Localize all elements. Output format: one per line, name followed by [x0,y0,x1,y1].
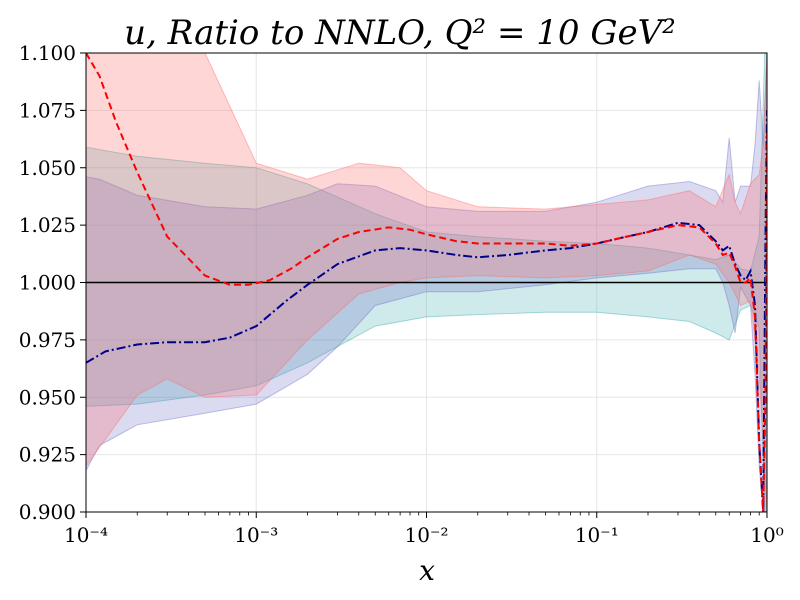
y-tick-label-6: 1.050 [19,156,76,180]
x-tick-label-1: 10⁻³ [234,523,278,547]
y-tick-label-8: 1.100 [19,41,76,65]
x-tick-label-2: 10⁻² [404,523,448,547]
x-tick-label-3: 10⁻¹ [575,523,619,547]
red-band [86,53,767,512]
x-axis-label: x [419,554,435,587]
title-prefix: u, Ratio to NNLO, [124,13,445,53]
x-axis-ticks: 10⁻⁴ 10⁻³ 10⁻² 10⁻¹ 10⁰ [64,512,784,547]
x-tick-label-0: 10⁻⁴ [64,523,108,547]
y-axis-ticks: 0.900 0.925 0.950 0.975 1.000 1.025 1.050 1.075… [19,41,86,524]
y-tick-label-0: 0.900 [19,500,76,524]
y-tick-label-4: 1.000 [19,271,76,295]
series-dashed-red [86,53,767,512]
y-tick-label-1: 0.925 [19,443,76,467]
y-tick-label-2: 0.950 [19,385,76,409]
y-tick-label-5: 1.025 [19,213,76,237]
chart-title: u, Ratio to NNLO, Q² = 10 GeV² [124,13,676,53]
series-dashdot-blue [86,110,767,512]
y-tick-label-3: 0.975 [19,328,76,352]
central-lines [86,53,767,512]
title-q2: Q² = 10 GeV² [445,13,676,53]
x-tick-label-4: 10⁰ [750,523,783,547]
y-tick-label-7: 1.075 [19,98,76,122]
